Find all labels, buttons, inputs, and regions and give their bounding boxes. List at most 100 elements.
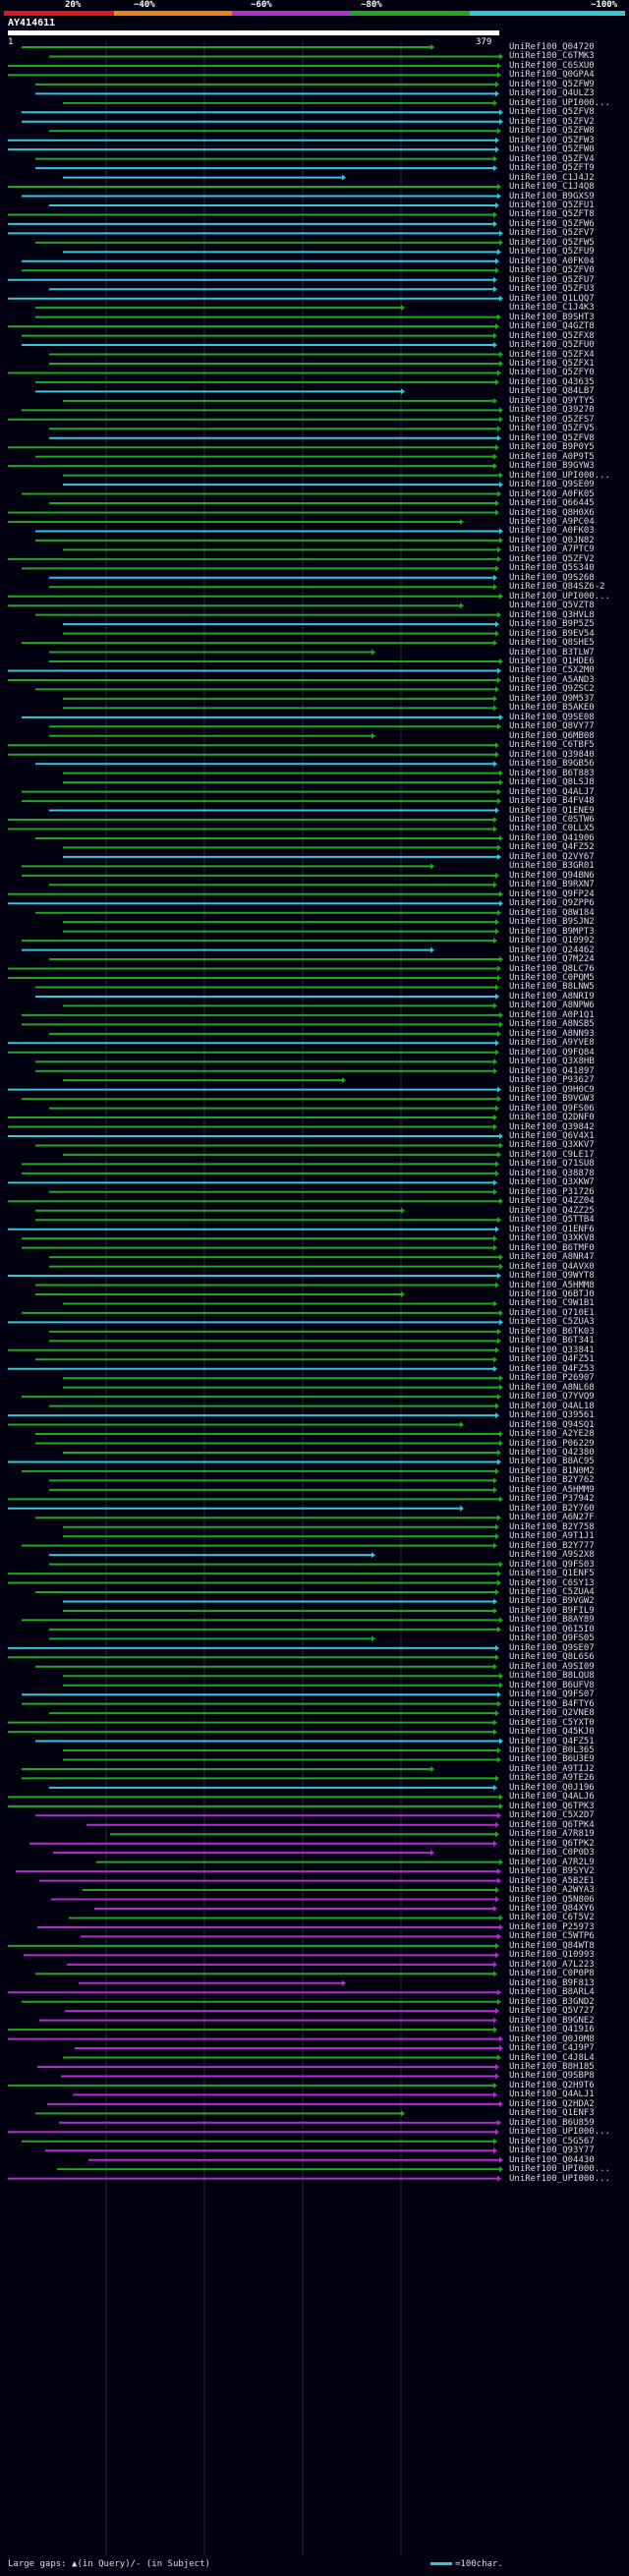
hit-label[interactable]: UniRef100_A9PC04 [509,516,595,527]
hit-label[interactable]: UniRef100_P25973 [509,1921,595,1932]
hit-label[interactable]: UniRef100_B3TLW7 [509,647,595,658]
hit-label[interactable]: UniRef100_Q8VY77 [509,721,595,732]
hit-label[interactable]: UniRef100_Q5ZFU9 [509,247,595,258]
hit-label[interactable]: UniRef100_B9GB56 [509,759,595,770]
hit-label[interactable]: UniRef100_Q5ZFV7 [509,228,595,239]
hit-label[interactable]: UniRef100_Q9SE09 [509,480,595,490]
hit-label[interactable]: UniRef100_B3GND2 [509,1996,595,2007]
hit-label[interactable]: UniRef100_B6U859 [509,2117,595,2128]
hit-label[interactable]: UniRef100_C0STW6 [509,815,595,825]
hit-label[interactable]: UniRef100_C9LE17 [509,1149,595,1160]
hit-label[interactable]: UniRef100_Q5ZFV5 [509,424,595,434]
hit-label[interactable]: UniRef100_Q43635 [509,376,595,387]
hit-label[interactable]: UniRef100_P37942 [509,1494,595,1505]
hit-label[interactable]: UniRef100_C1J4J2 [509,172,595,183]
hit-label[interactable]: UniRef100_B8LNW5 [509,982,595,993]
hit-label[interactable]: UniRef100_Q5ZFW0 [509,144,595,155]
hit-label[interactable]: UniRef100_Q9SE08 [509,712,595,722]
hit-label[interactable]: UniRef100_Q4FZ52 [509,842,595,853]
hit-label[interactable]: UniRef100_A9SI09 [509,1661,595,1672]
hit-label[interactable]: UniRef100_Q5ZFV2 [509,116,595,127]
hit-label[interactable]: UniRef100_B8AC95 [509,1457,595,1467]
hit-label[interactable]: UniRef100_Q94SQ1 [509,1419,595,1430]
hit-label[interactable]: UniRef100_Q9FS07 [509,1689,595,1700]
hit-label[interactable]: UniRef100_A7R819 [509,1829,595,1840]
hit-label[interactable]: UniRef100_Q5ZFW6 [509,218,595,229]
hit-label[interactable]: UniRef100_Q24462 [509,945,595,955]
hit-label[interactable]: UniRef100_Q9FS06 [509,1103,595,1114]
hit-label[interactable]: UniRef100_Q3HVL8 [509,609,595,620]
hit-label[interactable]: UniRef100_B9GNE2 [509,2015,595,2026]
hit-label[interactable]: UniRef100_Q6TPK4 [509,1819,595,1830]
hit-label[interactable]: UniRef100_Q5N806 [509,1894,595,1905]
hit-label[interactable]: UniRef100_B9GYW3 [509,461,595,472]
hit-label[interactable]: UniRef100_Q5ZFV8 [509,432,595,443]
hit-label[interactable]: UniRef100_Q6I5I0 [509,1624,595,1634]
hit-label[interactable]: UniRef100_Q9FS03 [509,1559,595,1570]
hit-label[interactable]: UniRef100_Q2DNF0 [509,1113,595,1123]
hit-label[interactable]: UniRef100_P06229 [509,1438,595,1449]
hit-label[interactable]: UniRef100_C4J9P7 [509,2043,595,2054]
hit-label[interactable]: UniRef100_Q2VY67 [509,851,595,862]
hit-label[interactable]: UniRef100_P93627 [509,1075,595,1086]
hit-label[interactable]: UniRef100_A0P1Q1 [509,1009,595,1020]
hit-label[interactable]: UniRef100_A5HMM9 [509,1484,595,1495]
hit-label[interactable]: UniRef100_Q1ENF3 [509,2108,595,2119]
hit-label[interactable]: UniRef100_UPI000... [509,2127,610,2138]
hit-label[interactable]: UniRef100_A6N27F [509,1513,595,1523]
hit-label[interactable]: UniRef100_Q1LQQ7 [509,293,595,304]
hit-label[interactable]: UniRef100_Q4ALJ7 [509,786,595,797]
hit-label[interactable]: UniRef100_A0P9T5 [509,451,595,462]
hit-label[interactable]: UniRef100_Q8L6S6 [509,1652,595,1663]
hit-label[interactable]: UniRef100_Q84SZ6-2 [509,582,605,593]
hit-label[interactable]: UniRef100_B9VGW3 [509,1094,595,1105]
hit-label[interactable]: UniRef100_B9P0Y5 [509,442,595,453]
hit-label[interactable]: UniRef100_Q5ZFV2 [509,553,595,564]
hit-label[interactable]: UniRef100_B9MPT3 [509,926,595,937]
hit-label[interactable]: UniRef100_Q84WT8 [509,1940,595,1951]
hit-label[interactable]: UniRef100_Q93Y77 [509,2146,595,2156]
hit-label[interactable]: UniRef100_Q2VNE8 [509,1708,595,1719]
hit-label[interactable]: UniRef100_A0FK04 [509,256,595,266]
hit-label[interactable]: UniRef100_C5X2D7 [509,1810,595,1821]
hit-label[interactable]: UniRef100_B1N0M2 [509,1465,595,1476]
hit-label[interactable]: UniRef100_Q8H0X6 [509,507,595,518]
hit-label[interactable]: UniRef100_Q9ZSC2 [509,684,595,695]
hit-label[interactable]: UniRef100_Q5VZT8 [509,601,595,611]
hit-label[interactable]: UniRef100_A7PTC9 [509,544,595,555]
hit-label[interactable]: UniRef100_A8NPW6 [509,1001,595,1011]
hit-label[interactable]: UniRef100_Q5ZFV8 [509,107,595,118]
hit-label[interactable]: UniRef100_Q38878 [509,1168,595,1178]
hit-label[interactable]: UniRef100_Q84XY6 [509,1904,595,1914]
hit-label[interactable]: UniRef100_A5AND3 [509,674,595,685]
hit-label[interactable]: UniRef100_Q5ZFV0 [509,265,595,276]
hit-label[interactable]: UniRef100_P31726 [509,1186,595,1197]
hit-label[interactable]: UniRef100_C6SXU0 [509,60,595,71]
hit-label[interactable]: UniRef100_Q8LC76 [509,963,595,974]
hit-label[interactable]: UniRef100_Q7YVQ9 [509,1392,595,1402]
hit-label[interactable]: UniRef100_C4J8L4 [509,2052,595,2063]
hit-label[interactable]: UniRef100_Q5ZFW9 [509,79,595,89]
hit-label[interactable]: UniRef100_C5YXT0 [509,1717,595,1728]
hit-label[interactable]: UniRef100_B6T341 [509,1336,595,1346]
hit-label[interactable]: UniRef100_Q5ZFX1 [509,358,595,369]
hit-label[interactable]: UniRef100_B9SHT3 [509,312,595,322]
hit-label[interactable]: UniRef100_A5B2E1 [509,1875,595,1886]
hit-label[interactable]: UniRef100_C0LLX5 [509,824,595,834]
hit-label[interactable]: UniRef100_Q39840 [509,749,595,760]
hit-label[interactable]: UniRef100_Q5ZFX4 [509,349,595,360]
hit-label[interactable]: UniRef100_Q9FQ84 [509,1047,595,1058]
hit-label[interactable]: UniRef100_Q41906 [509,832,595,843]
hit-label[interactable]: UniRef100_Q9H0C9 [509,1084,595,1095]
hit-label[interactable]: UniRef100_C5ZUA4 [509,1587,595,1598]
hit-label[interactable]: UniRef100_A7L223 [509,1959,595,1970]
hit-label[interactable]: UniRef100_C0PQM5 [509,973,595,983]
hit-label[interactable]: UniRef100_Q6MB08 [509,730,595,741]
hit-label[interactable]: UniRef100_A2YE28 [509,1429,595,1440]
hit-label[interactable]: UniRef100_Q9S268 [509,572,595,583]
hit-label[interactable]: UniRef100_Q9ZPP6 [509,898,595,909]
hit-label[interactable]: UniRef100_B9P5Z5 [509,619,595,630]
hit-label[interactable]: UniRef100_A9TIJ2 [509,1763,595,1774]
hit-label[interactable]: UniRef100_B6TMF0 [509,1242,595,1253]
hit-label[interactable]: UniRef100_Q33841 [509,1345,595,1355]
